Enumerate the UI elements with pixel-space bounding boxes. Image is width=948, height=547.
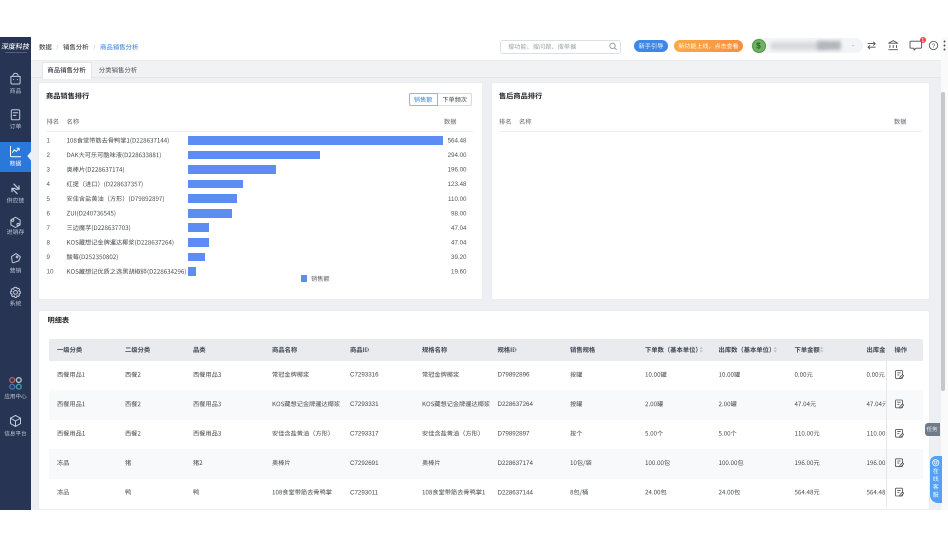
svg-text:C7293317: C7293317 [350,431,379,438]
svg-text:3: 3 [47,167,51,174]
svg-text:4: 4 [47,181,51,188]
svg-text:196.00: 196.00 [448,167,467,174]
svg-text:47.04: 47.04 [451,240,467,247]
svg-text:47.04: 47.04 [451,225,467,232]
svg-text:1: 1 [47,138,51,145]
svg-text:D79892897: D79892897 [498,431,531,438]
svg-text:C7293316: C7293316 [350,372,379,379]
svg-text:D79892896: D79892896 [498,372,531,379]
svg-text:110.00: 110.00 [448,196,467,203]
svg-text:/: / [57,44,59,51]
svg-text:5: 5 [47,196,51,203]
svg-text:8: 8 [47,240,51,247]
svg-text:2: 2 [47,152,51,159]
svg-text:D228637264: D228637264 [498,401,534,408]
svg-text:D228637144: D228637144 [498,489,534,496]
svg-text:?: ? [932,43,936,50]
svg-text:564.48: 564.48 [448,138,467,145]
svg-text:D228637174: D228637174 [498,460,534,467]
svg-text:/: / [94,44,96,51]
svg-text:$: $ [756,42,761,51]
svg-text:C7292691: C7292691 [350,460,379,467]
svg-text:-: - [852,43,855,50]
svg-text:C7293011: C7293011 [350,489,379,496]
svg-text:C7293331: C7293331 [350,401,379,408]
svg-text:98.00: 98.00 [451,210,467,217]
svg-text:123.48: 123.48 [448,181,467,188]
svg-text:6: 6 [47,210,51,217]
svg-text:39.20: 39.20 [451,254,467,261]
svg-text:19.60: 19.60 [451,269,467,276]
svg-text:10: 10 [47,269,54,276]
svg-text:9: 9 [47,254,51,261]
svg-text:294.00: 294.00 [448,152,467,159]
svg-text:1: 1 [921,38,924,44]
svg-text:7: 7 [47,225,51,232]
